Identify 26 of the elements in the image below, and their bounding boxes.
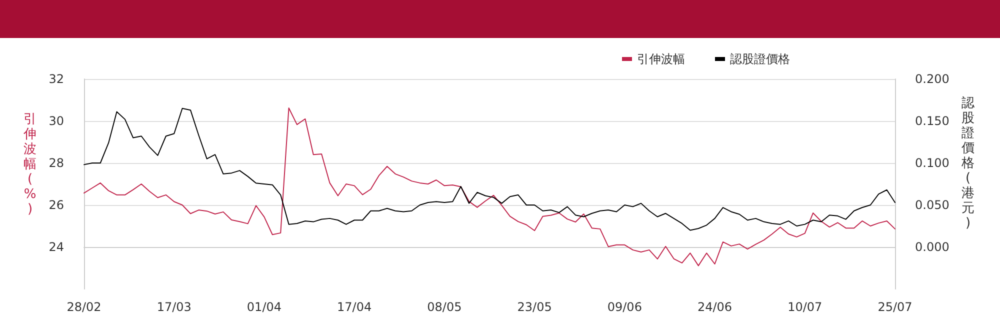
x-tick-label: 28/02 — [66, 300, 102, 314]
x-tick-label: 25/07 — [878, 300, 912, 314]
x-tick-label: 10/07 — [788, 300, 822, 314]
y-axis-title: 引伸波幅(%) — [22, 112, 38, 217]
x-tick-label: 17/04 — [337, 300, 372, 314]
y2-tick-label: 0.100 — [915, 156, 950, 170]
x-tick-label: 24/06 — [697, 300, 732, 314]
line-series — [84, 107, 896, 266]
x-tick-label: 08/05 — [427, 300, 462, 314]
legend-label: 認股證價格 — [730, 52, 790, 66]
y-tick-label: 30 — [48, 114, 64, 128]
legend-label: 引伸波幅 — [637, 52, 685, 66]
y2-tick-label: 0.150 — [915, 114, 950, 128]
x-tick-label: 23/05 — [517, 300, 552, 314]
y-tick-label: 26 — [48, 198, 64, 212]
x-tick-label: 17/03 — [156, 300, 192, 314]
text: 認股證價格(港元) — [962, 96, 974, 231]
y-tick-label: 32 — [48, 72, 64, 86]
y-tick-label: 24 — [48, 240, 64, 254]
y2-tick-label: 0.200 — [915, 72, 950, 86]
x-tick-label: 09/06 — [607, 300, 642, 314]
x-tick-label: 01/04 — [246, 300, 282, 314]
line-series — [84, 108, 896, 231]
y2-tick-label: 0.000 — [915, 240, 950, 254]
y-tick-label: 28 — [48, 156, 64, 170]
y2-tick-label: 0.050 — [915, 198, 950, 212]
